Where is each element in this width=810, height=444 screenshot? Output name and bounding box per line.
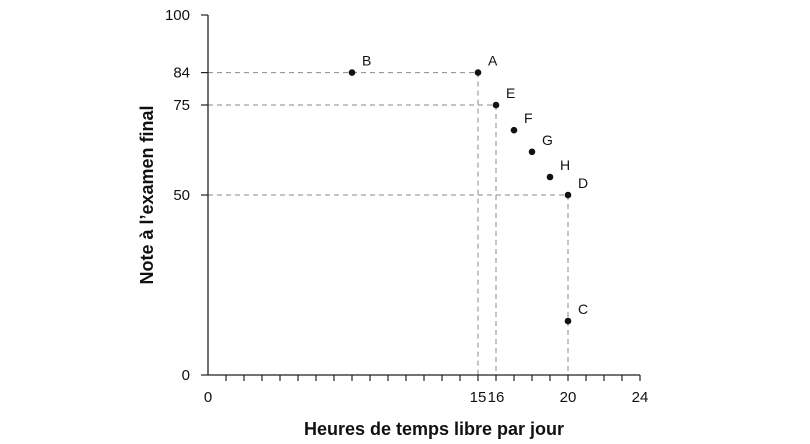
data-point-d xyxy=(564,191,572,199)
data-point-h xyxy=(546,173,554,181)
x-tick-label: 16 xyxy=(488,389,505,406)
point-label-d: D xyxy=(578,175,588,191)
y-tick-label: 50 xyxy=(173,187,190,204)
point-label-c: C xyxy=(578,301,588,317)
x-tick-label: 24 xyxy=(632,389,649,406)
point-label-f: F xyxy=(524,110,533,126)
point-label-h: H xyxy=(560,157,570,173)
data-point-b xyxy=(348,69,356,76)
y-tick-label: 84 xyxy=(173,65,190,82)
x-tick-label: 20 xyxy=(560,389,577,406)
data-point-e xyxy=(492,101,500,109)
x-tick-label: 0 xyxy=(204,389,212,406)
data-point-f xyxy=(510,126,518,134)
reference-lines xyxy=(208,72,569,375)
axes: 0 15 16 20 24 0 50 75 84 100 xyxy=(165,7,648,406)
y-tick-label: 75 xyxy=(173,97,190,114)
point-label-a: A xyxy=(488,53,498,69)
y-tick-label: 100 xyxy=(165,7,190,24)
x-axis-ticks: 0 15 16 20 24 xyxy=(204,375,649,406)
y-tick-label: 0 xyxy=(182,367,190,384)
x-tick-label: 15 xyxy=(470,389,487,406)
x-axis-title: Heures de temps libre par jour xyxy=(304,419,564,439)
point-label-g: G xyxy=(542,132,553,148)
data-point-g xyxy=(528,148,536,156)
point-label-b: B xyxy=(362,53,371,69)
point-label-e: E xyxy=(506,85,515,101)
data-point-c xyxy=(564,317,572,325)
y-axis-title: Note à l’examen final xyxy=(137,105,157,284)
data-point-a xyxy=(474,69,482,76)
y-axis-ticks: 0 50 75 84 100 xyxy=(165,7,208,384)
